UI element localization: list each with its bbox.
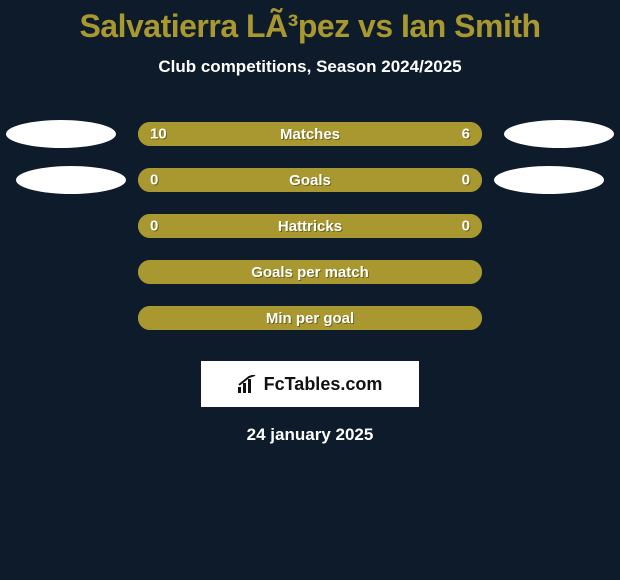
stat-row: 0 0 Goals [0, 157, 620, 203]
player-b-marker [504, 120, 614, 148]
player-b-name: Ian Smith [401, 8, 541, 44]
stat-label: Matches [280, 126, 340, 143]
stat-label: Hattricks [278, 218, 342, 235]
stat-value-b: 0 [462, 172, 470, 189]
logo-box[interactable]: FcTables.com [201, 361, 419, 407]
player-a-name: Salvatierra LÃ³pez [79, 8, 349, 44]
stat-label: Goals [289, 172, 331, 189]
stat-label: Min per goal [266, 310, 354, 327]
logo: FcTables.com [238, 374, 383, 395]
stat-value-a: 0 [150, 218, 158, 235]
date-text: 24 january 2025 [0, 425, 620, 445]
stat-value-b: 6 [462, 126, 470, 143]
stat-row: 10 6 Matches [0, 111, 620, 157]
page-title: Salvatierra LÃ³pez vs Ian Smith [0, 8, 620, 45]
player-a-marker [6, 120, 116, 148]
stat-label: Goals per match [251, 264, 369, 281]
player-a-marker [16, 166, 126, 194]
subtitle: Club competitions, Season 2024/2025 [0, 57, 620, 77]
player-b-marker [494, 166, 604, 194]
logo-text: FcTables.com [264, 374, 383, 395]
stat-value-a: 0 [150, 172, 158, 189]
chart-icon [238, 375, 260, 393]
stat-row: Goals per match [0, 249, 620, 295]
stat-pill: 10 6 Matches [138, 122, 482, 146]
stat-pill: Goals per match [138, 260, 482, 284]
stat-row: 0 0 Hattricks [0, 203, 620, 249]
stat-pill: Min per goal [138, 306, 482, 330]
stat-pill: 0 0 Hattricks [138, 214, 482, 238]
stat-value-a: 10 [150, 126, 167, 143]
stat-value-b: 0 [462, 218, 470, 235]
stat-pill: 0 0 Goals [138, 168, 482, 192]
comparison-card: Salvatierra LÃ³pez vs Ian Smith Club com… [0, 0, 620, 445]
stats-list: 10 6 Matches 0 0 Goals 0 0 Hattricks Goals per ma… [0, 111, 620, 341]
vs-text: vs [358, 8, 393, 44]
stat-row: Min per goal [0, 295, 620, 341]
